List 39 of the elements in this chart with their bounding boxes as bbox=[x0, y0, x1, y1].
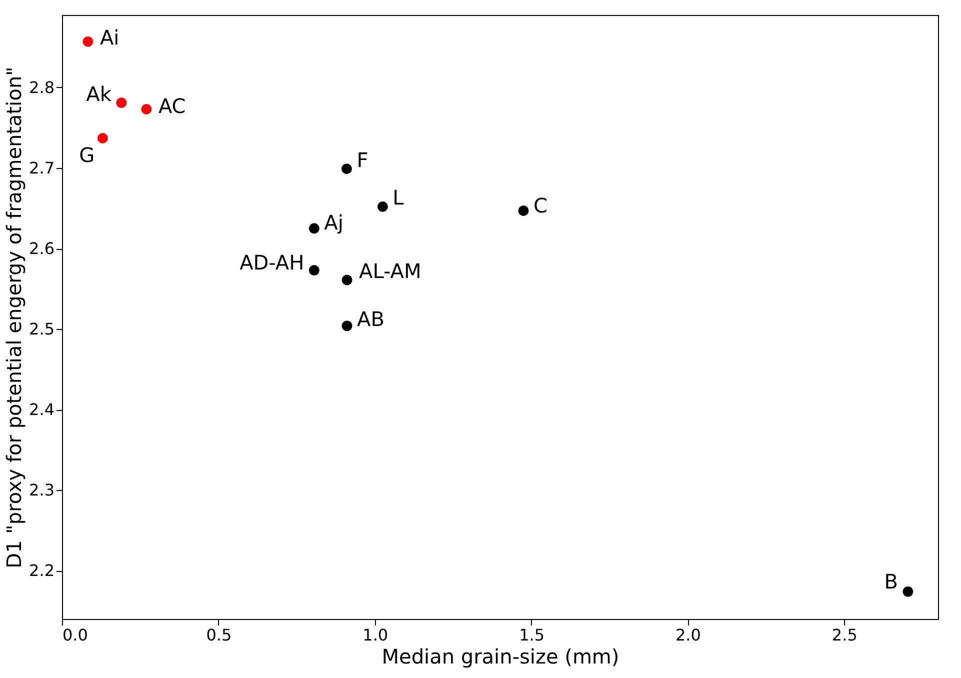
x-axis-title: Median grain-size (mm) bbox=[382, 644, 620, 668]
annotation: L bbox=[392, 186, 405, 210]
y-axis-title: D1 "proxy for potential engergy of fragmentation" bbox=[2, 66, 26, 568]
point bbox=[116, 98, 127, 108]
point bbox=[97, 132, 108, 144]
y-tick-label: 2.4 bbox=[29, 400, 54, 420]
annotation: B bbox=[884, 570, 898, 594]
annotation: Ai bbox=[100, 26, 120, 50]
y-tick-label: 2.2 bbox=[29, 561, 54, 580]
point bbox=[141, 104, 152, 114]
point bbox=[308, 265, 320, 276]
point bbox=[377, 201, 388, 212]
annotation: AC bbox=[158, 94, 186, 118]
y-tick-label: 2.7 bbox=[29, 158, 54, 178]
x-tick-label: 1.5 bbox=[519, 626, 545, 644]
x-tick-label: 0.5 bbox=[206, 626, 232, 644]
point bbox=[342, 274, 352, 286]
annotation: AB bbox=[357, 306, 384, 331]
annotation: G bbox=[79, 143, 95, 168]
point bbox=[341, 164, 352, 174]
point bbox=[82, 36, 94, 47]
annotation: F bbox=[356, 148, 368, 172]
x-tick-label: 2.5 bbox=[832, 626, 858, 644]
annotation: Ak bbox=[86, 82, 112, 106]
annotation: AL-AM bbox=[359, 258, 422, 283]
y-tick-label: 2.6 bbox=[29, 239, 54, 258]
point bbox=[308, 223, 320, 234]
y-tick-label: 2.5 bbox=[29, 320, 54, 339]
point bbox=[902, 586, 914, 597]
point bbox=[518, 205, 529, 216]
annotation: C bbox=[533, 194, 548, 218]
annotation: AD-AH bbox=[240, 250, 304, 274]
x-tick-label: 2.0 bbox=[675, 626, 701, 644]
x-tick-label: 1.0 bbox=[362, 626, 388, 644]
annotation: Aj bbox=[324, 210, 344, 234]
point bbox=[342, 320, 352, 332]
y-tick-label: 2.8 bbox=[29, 78, 54, 97]
y-tick-label: 2.3 bbox=[29, 480, 54, 500]
x-tick-label: 0.0 bbox=[62, 626, 88, 644]
